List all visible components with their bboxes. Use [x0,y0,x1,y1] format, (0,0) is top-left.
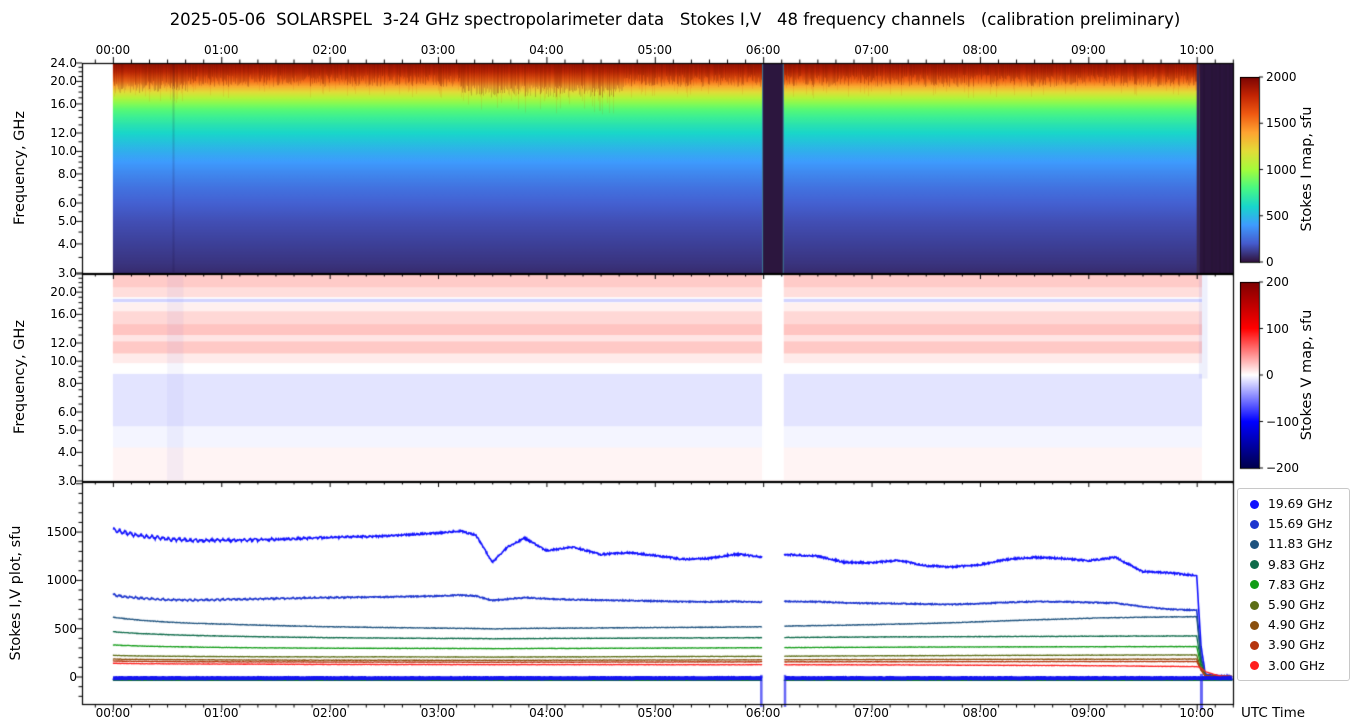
legend-entry: 3.00 GHz [1238,656,1349,676]
x-tick-label-top: 01:00 [203,43,239,57]
stokes-v-colorbar-label: Stokes V map, sfu [1299,309,1315,441]
stokes-i-map-ytick-label: 20.0 [50,74,77,89]
legend-marker-icon [1250,560,1259,570]
stokes-i-colorbar-tick-label: 1000 [1266,162,1297,177]
stokes-v-map-ylabel: Frequency, GHz [12,320,28,434]
legend-label: 5.90 GHz [1268,598,1325,613]
legend-label: 3.90 GHz [1268,638,1325,653]
legend-label: 3.00 GHz [1268,658,1325,673]
x-tick-label-top: 04:00 [529,43,564,57]
stokes-i-colorbar-label: Stokes I map, sfu [1299,106,1315,232]
stokes-v-map-ytick-label: 10.0 [50,354,77,369]
stokes-iv-plot-ytick-label: 500 [54,621,77,636]
legend-marker-icon [1250,600,1259,610]
x-tick-label-top: 08:00 [962,43,998,57]
x-tick-label-top: 06:00 [745,43,781,57]
stokes-i-colorbar-tick-label: 1500 [1266,116,1297,131]
legend-entry: 19.69 GHz [1238,494,1349,514]
stokes-v-map-ytick-label: 6.0 [57,405,77,419]
x-tick-label-bottom: 05:00 [637,706,673,720]
figure-title: 2025-05-06 SOLARSPEL 3-24 GHz spectropol… [169,10,1181,29]
legend-label: 11.83 GHz [1268,537,1333,552]
legend-marker-icon [1250,519,1259,529]
stokes-v-map-ytick-label: 8.0 [57,376,77,391]
legend-label: 15.69 GHz [1268,517,1333,532]
stokes-v-colorbar-tick-label: 200 [1266,275,1289,289]
legend-entry: 15.69 GHz [1238,514,1349,534]
x-tick-label-top: 02:00 [312,43,347,57]
stokes-iv-plot-ylabel: Stokes I,V plot, sfu [8,525,24,661]
legend-label: 19.69 GHz [1268,497,1333,512]
stokes-iv-plot-ytick-label: 1500 [46,525,77,540]
x-tick-label-bottom: 04:00 [529,706,564,720]
x-tick-label-bottom: 03:00 [420,706,456,720]
legend-marker-icon [1250,640,1259,650]
legend-marker-icon [1250,499,1259,509]
stokes-i-colorbar-tick-label: 0 [1266,255,1274,269]
legend-entry: 3.90 GHz [1238,635,1349,655]
x-tick-label-bottom: 10:00 [1179,706,1214,720]
x-tick-label-top: 05:00 [637,43,673,57]
x-tick-label-bottom: 09:00 [1071,706,1106,720]
stokes-iv-plot-ytick-label: 1000 [46,573,77,588]
stokes-i-map-ytick-label: 16.0 [50,96,77,111]
stokes-i-map-ytick-label: 6.0 [57,196,77,210]
stokes-v-map-ytick-label: 20.0 [50,285,77,300]
legend-entry: 4.90 GHz [1238,615,1349,635]
stokes-iv-plot-ytick-label: 0 [69,670,77,684]
stokes-v-map-ytick-label: 5.0 [57,423,77,438]
stokes-i-colorbar-tick-label: 500 [1266,208,1289,223]
x-tick-label-bottom: 00:00 [95,706,131,720]
x-tick-label-bottom: 01:00 [203,706,239,720]
stokes-i-colorbar-tick-label: 2000 [1266,70,1297,84]
x-tick-label-bottom: 02:00 [312,706,347,720]
legend-entry: 11.83 GHz [1238,534,1349,554]
stokes-v-map-ytick-label: 12.0 [50,336,77,350]
stokes-i-map-ytick-label: 12.0 [50,126,77,140]
stokes-i-map-ylabel: Frequency, GHz [12,111,28,225]
legend-entry: 5.90 GHz [1238,595,1349,615]
stokes-i-map-ytick-label: 4.0 [57,236,77,251]
x-tick-label-bottom: 06:00 [745,706,781,720]
stokes-i-map-ytick-label: 10.0 [50,144,77,159]
stokes-v-colorbar-tick-label: 0 [1266,368,1274,382]
stokes-i-map-ytick-label: 5.0 [57,214,77,229]
legend: 19.69 GHz 15.69 GHz 11.83 GHz 9.83 GHz 7.83 … [1237,488,1350,681]
x-tick-label-top: 09:00 [1071,43,1106,57]
legend-marker-icon [1250,661,1259,671]
legend-marker-icon [1250,620,1259,630]
legend-marker-icon [1250,539,1259,549]
x-tick-label-top: 03:00 [420,43,456,57]
x-tick-label-top: 10:00 [1179,43,1214,57]
legend-entry: 7.83 GHz [1238,575,1349,595]
stokes-v-colorbar-tick-label: 100 [1266,321,1289,336]
utc-time-label: UTC Time [1241,705,1306,721]
stokes-v-colorbar-tick-label: −100 [1266,414,1299,429]
stokes-i-map-ytick-label: 8.0 [57,166,77,181]
legend-label: 4.90 GHz [1268,618,1325,633]
stokes-i-map-ytick-label: 3.0 [57,266,77,280]
stokes-v-map-ytick-label: 3.0 [57,474,77,488]
stokes-v-map-ytick-label: 16.0 [50,307,77,322]
legend-label: 9.83 GHz [1268,557,1325,572]
legend-label: 7.83 GHz [1268,577,1325,592]
legend-marker-icon [1250,580,1259,590]
x-tick-label-bottom: 07:00 [854,706,889,720]
stokes-i-map-ytick-label: 24.0 [50,56,77,70]
x-tick-label-top: 07:00 [854,43,889,57]
x-tick-label-bottom: 08:00 [962,706,998,720]
legend-entry: 9.83 GHz [1238,555,1349,575]
stokes-v-colorbar-tick-label: −200 [1266,461,1299,475]
x-tick-label-top: 00:00 [95,43,131,57]
stokes-v-map-ytick-label: 4.0 [57,445,77,460]
